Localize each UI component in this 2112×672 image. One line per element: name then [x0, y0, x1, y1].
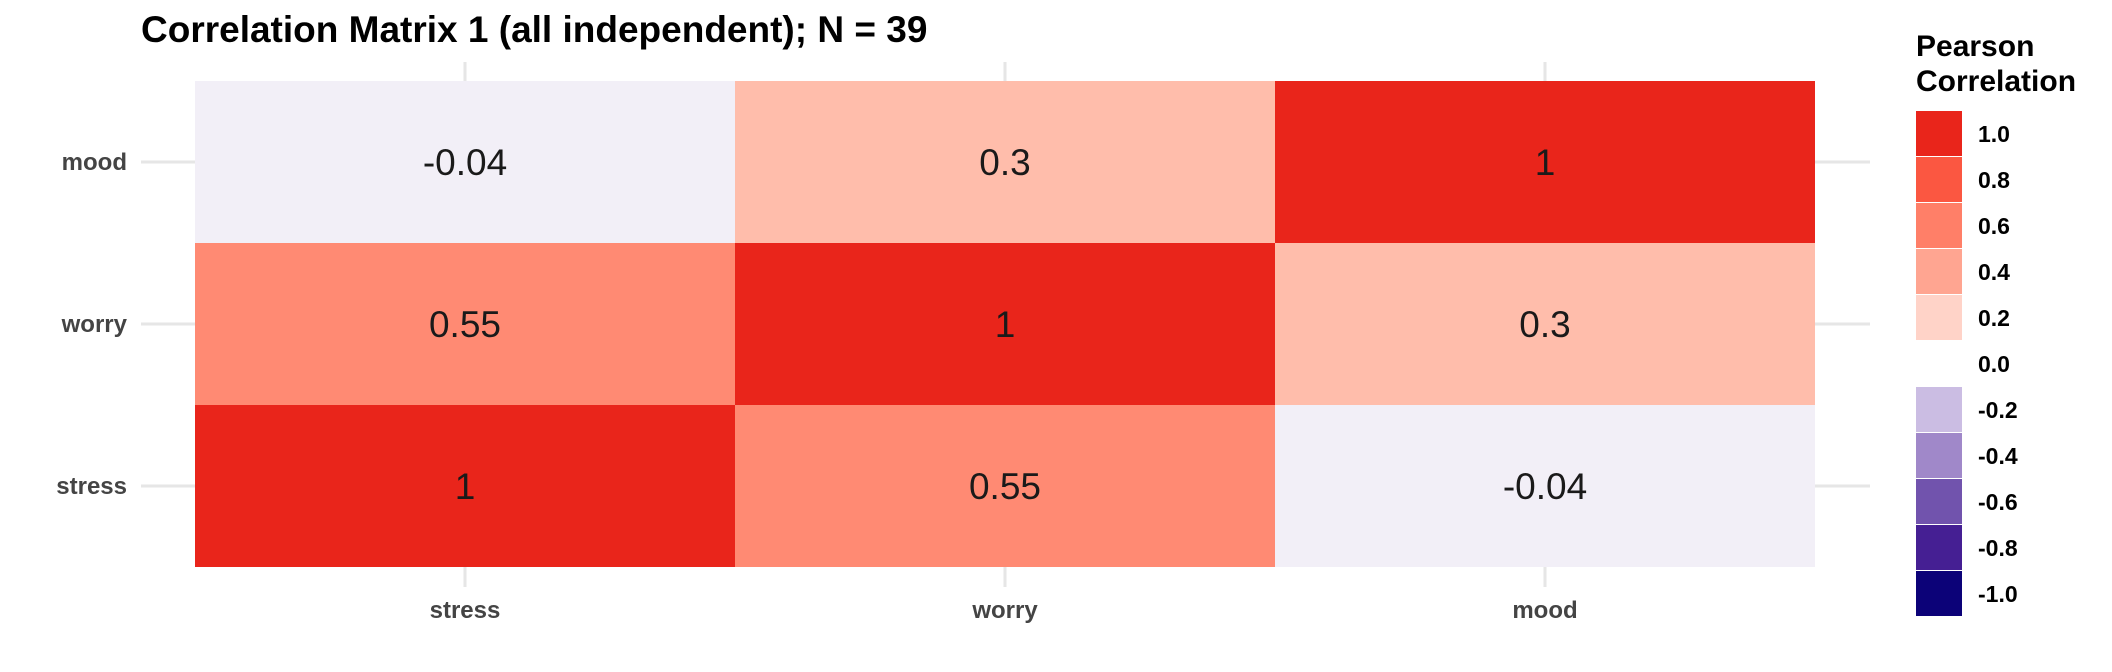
heatmap-cell — [1275, 81, 1815, 243]
legend-key-label: 0.4 — [1978, 259, 2010, 285]
legend-key-label: 1.0 — [1978, 121, 2010, 147]
legend-key-label: -0.6 — [1978, 489, 2018, 515]
legend-key-swatch — [1916, 111, 1962, 156]
legend: Pearson Correlation 1.0 0.8 0.6 0.4 0.2 0.0 -0… — [1916, 30, 2076, 616]
y-tick-label: stress — [56, 473, 127, 500]
legend-key-swatch — [1916, 295, 1962, 340]
legend-key-swatch — [1916, 525, 1962, 570]
legend-title-line-2: Correlation — [1916, 65, 2076, 98]
cell-value-label: 1 — [455, 466, 476, 507]
legend-key-swatch — [1916, 341, 1962, 386]
legend-key-label: -1.0 — [1978, 581, 2018, 607]
cell-labels: -0.04 0.3 1 0.55 1 0.3 1 0.55 -0.04 — [423, 142, 1587, 507]
y-tick-label: worry — [61, 311, 128, 338]
cell-value-label: -0.04 — [423, 142, 507, 183]
cell-value-label: 0.55 — [969, 466, 1041, 507]
heatmap-cell — [1275, 405, 1815, 567]
heatmap-cell — [735, 405, 1275, 567]
legend-key-label: 0.6 — [1978, 213, 2010, 239]
cell-value-label: 0.3 — [1519, 304, 1570, 345]
x-tick-label: mood — [1512, 597, 1577, 624]
cell-value-label: 0.3 — [979, 142, 1030, 183]
heatmap-cells — [195, 81, 1815, 567]
legend-key-swatch — [1916, 249, 1962, 294]
y-tick-label: mood — [62, 149, 127, 176]
cell-value-label: 1 — [1535, 142, 1556, 183]
legend-key-swatch — [1916, 157, 1962, 202]
cell-value-label: -0.04 — [1503, 466, 1587, 507]
legend-key-label: -0.8 — [1978, 535, 2018, 561]
x-tick-label: stress — [430, 597, 501, 624]
heatmap-cell — [735, 243, 1275, 405]
legend-key-label: 0.0 — [1978, 351, 2010, 377]
legend-key-swatch — [1916, 571, 1962, 616]
legend-key-swatch — [1916, 433, 1962, 478]
legend-key-swatch — [1916, 203, 1962, 248]
y-axis-ticks: stress worry mood — [56, 149, 127, 500]
legend-key-label: 0.8 — [1978, 167, 2010, 193]
legend-keys: 1.0 0.8 0.6 0.4 0.2 0.0 -0.2 -0.4 -0.6 -0.8 -1.0 — [1916, 111, 2018, 616]
cell-value-label: 1 — [995, 304, 1016, 345]
heatmap-cell — [195, 243, 735, 405]
legend-title-line-1: Pearson — [1916, 30, 2034, 63]
legend-key-swatch — [1916, 387, 1962, 432]
cell-value-label: 0.55 — [429, 304, 501, 345]
x-axis-ticks: stress worry mood — [430, 597, 1578, 624]
legend-key-label: -0.2 — [1978, 397, 2018, 423]
legend-key-label: -0.4 — [1978, 443, 2018, 469]
heatmap-cell — [735, 81, 1275, 243]
heatmap-cell — [195, 81, 735, 243]
heatmap-cell — [1275, 243, 1815, 405]
legend-key-label: 0.2 — [1978, 305, 2010, 331]
heatmap-cell — [195, 405, 735, 567]
legend-key-swatch — [1916, 479, 1962, 524]
x-tick-label: worry — [971, 597, 1038, 624]
chart-title: Correlation Matrix 1 (all independent); … — [141, 9, 927, 50]
